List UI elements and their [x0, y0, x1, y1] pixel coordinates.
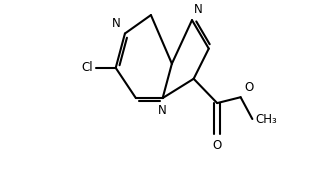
Text: N: N — [112, 17, 121, 30]
Text: Cl: Cl — [81, 61, 93, 74]
Text: N: N — [194, 3, 202, 16]
Text: CH₃: CH₃ — [256, 113, 277, 125]
Text: O: O — [213, 139, 222, 152]
Text: N: N — [158, 104, 167, 117]
Text: O: O — [244, 81, 253, 94]
